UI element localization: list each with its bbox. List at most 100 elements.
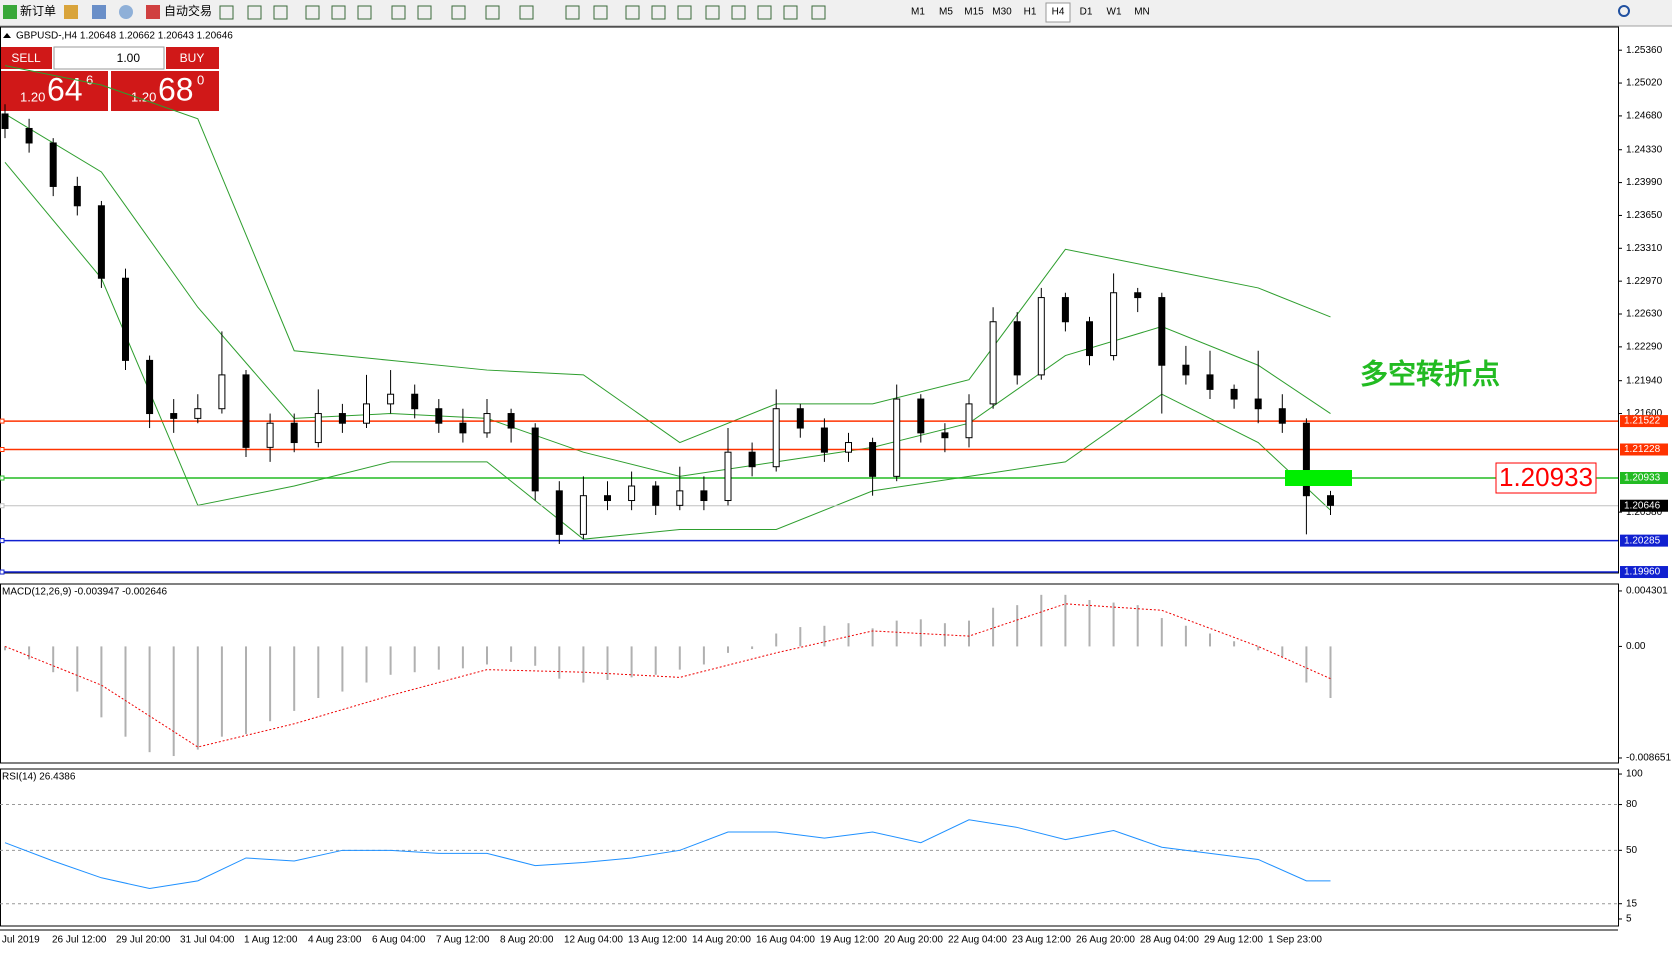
- tool-icon[interactable]: [485, 5, 500, 20]
- macd-bar: [1233, 641, 1236, 647]
- candle-body: [266, 422, 274, 448]
- tool-icon[interactable]: [593, 5, 608, 20]
- tool-icon[interactable]: [273, 5, 288, 20]
- candle-body: [604, 495, 611, 502]
- candle-body: [435, 408, 443, 424]
- level-label: 1.20646: [1624, 500, 1661, 511]
- y-tick-label: -0.008651: [1626, 753, 1671, 764]
- lot-input[interactable]: [53, 46, 165, 70]
- tool-icon[interactable]: [565, 5, 580, 20]
- sell-label: SELL: [11, 51, 41, 65]
- x-tick-label: 28 Aug 04:00: [1140, 935, 1199, 946]
- x-tick-label: 31 Jul 04:00: [180, 935, 235, 946]
- title-arrow: [3, 33, 11, 38]
- tool-icon[interactable]: [357, 5, 372, 20]
- candle-body: [1206, 374, 1214, 390]
- tool-icon[interactable]: [247, 5, 262, 20]
- macd-bar: [341, 646, 344, 692]
- candle-body: [820, 427, 828, 453]
- candle-body: [531, 427, 539, 492]
- candle-body: [218, 374, 226, 410]
- icon[interactable]: [92, 5, 106, 19]
- macd-bar: [148, 646, 151, 753]
- candle-body: [1327, 495, 1334, 506]
- search-icon[interactable]: [1618, 5, 1630, 17]
- buy-button[interactable]: [166, 47, 219, 69]
- x-tick-label: 7 Aug 12:00: [436, 935, 490, 946]
- tool-icon[interactable]: [451, 5, 466, 20]
- icon[interactable]: [64, 5, 78, 19]
- y-tick-label: 1.23310: [1626, 243, 1663, 254]
- y-tick-label: 1.23990: [1626, 177, 1663, 188]
- tool-icon[interactable]: [417, 5, 432, 20]
- candle-body: [555, 490, 563, 535]
- tool-icon[interactable]: [651, 5, 666, 20]
- x-tick-label: 26 Aug 20:00: [1076, 935, 1135, 946]
- y-tick-label: 1.21600: [1626, 408, 1663, 419]
- tool-icon[interactable]: [219, 5, 234, 20]
- tool-icon[interactable]: [331, 5, 346, 20]
- timeframe-button[interactable]: M1: [911, 7, 925, 18]
- y-tick-label: 1.22290: [1626, 342, 1663, 353]
- timeframe-active: [1045, 2, 1071, 23]
- tool-icon[interactable]: [625, 5, 640, 20]
- macd-bar: [534, 646, 537, 666]
- tool-icon[interactable]: [731, 5, 746, 20]
- candle-body: [314, 413, 322, 444]
- candle-body: [1086, 321, 1093, 357]
- timeframe-button[interactable]: H4: [1052, 7, 1065, 18]
- candle-body: [1302, 422, 1310, 497]
- tool-icon[interactable]: [305, 5, 320, 20]
- level-label: 1.20933: [1624, 473, 1661, 484]
- y-tick-label: 80: [1626, 799, 1638, 810]
- rsi-line: [4, 819, 1331, 889]
- sell-price-box[interactable]: [0, 71, 108, 111]
- y-tick-label: 1.25360: [1626, 45, 1663, 56]
- candle-body: [652, 485, 660, 506]
- x-tick-label: 6 Aug 04:00: [372, 935, 426, 946]
- level-label: 1.19960: [1624, 567, 1661, 578]
- tool-icon[interactable]: [519, 5, 534, 20]
- toolbar-auto-trade[interactable]: 自动交易: [146, 3, 212, 19]
- timeframe-button[interactable]: W1: [1107, 7, 1122, 18]
- macd-bar: [630, 646, 633, 678]
- macd-bar: [389, 646, 392, 675]
- timeframe-button[interactable]: H1: [1024, 7, 1037, 18]
- macd-bar: [510, 646, 513, 662]
- tool-icon[interactable]: [783, 5, 798, 20]
- macd-bar: [245, 646, 247, 735]
- y-tick-label: 1.25020: [1626, 78, 1663, 89]
- macd-bar: [847, 623, 850, 647]
- level-label: 1.21228: [1624, 444, 1661, 455]
- y-tick-label: 1.22630: [1626, 309, 1663, 320]
- tool-icon[interactable]: [705, 5, 720, 20]
- tool-icon[interactable]: [391, 5, 406, 20]
- timeframe-button[interactable]: D1: [1080, 7, 1093, 18]
- icon[interactable]: [119, 5, 133, 19]
- annotation: 多空转折点: [1360, 357, 1500, 389]
- macd-bar: [1088, 599, 1091, 647]
- sell-button[interactable]: [0, 47, 52, 69]
- candle-body: [122, 277, 129, 361]
- timeframe-button[interactable]: M30: [992, 7, 1012, 18]
- candle-body: [676, 490, 684, 506]
- timeframe-button[interactable]: MN: [1134, 7, 1150, 18]
- macd-bar: [992, 607, 995, 647]
- tool-icon[interactable]: [811, 5, 826, 20]
- macd-bar: [1184, 625, 1187, 647]
- tool-icon[interactable]: [677, 5, 692, 20]
- buy-price-box[interactable]: [111, 71, 219, 111]
- macd-bar: [1136, 605, 1139, 647]
- candle-body: [628, 485, 636, 502]
- tool-icon[interactable]: [757, 5, 772, 20]
- timeframe-button[interactable]: M5: [939, 7, 953, 18]
- candle-body: [796, 408, 804, 429]
- macd-bar: [437, 646, 440, 670]
- timeframes: M1 M5 M15 M30 H1 H4 D1 W1 MN: [911, 2, 1150, 23]
- timeframe-button[interactable]: M15: [964, 7, 984, 18]
- toolbar-new-order[interactable]: 新订单: [3, 3, 56, 19]
- x-tick-label: 13 Aug 12:00: [628, 935, 687, 946]
- x-tick-label: 16 Aug 04:00: [756, 935, 815, 946]
- level-handle: [0, 503, 5, 509]
